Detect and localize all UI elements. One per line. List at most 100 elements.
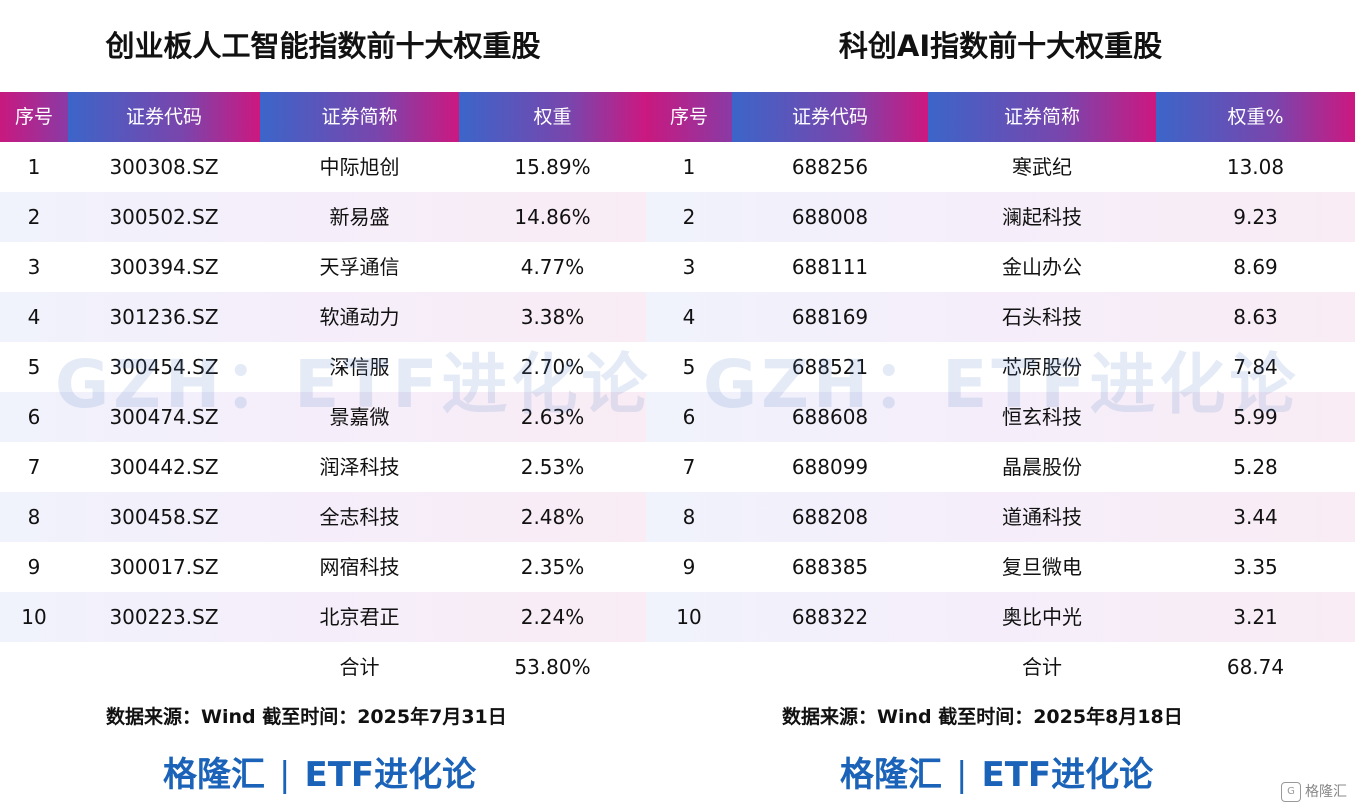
left-cell-index: 4 [27, 305, 41, 329]
right-table-title: 科创AI指数前十大权重股 [838, 29, 1163, 63]
left-cell-weight: 2.35% [520, 555, 585, 579]
right-cell-code: 688608 [791, 405, 869, 429]
left-table-title: 创业板人工智能指数前十大权重股 [105, 29, 541, 63]
right-cell-name: 晶晨股份 [1002, 455, 1082, 479]
right-cell-index: 1 [682, 155, 696, 179]
left-cell-index: 9 [27, 555, 41, 579]
right-cell-name: 奥比中光 [1002, 605, 1082, 629]
left-brand-name: 格隆汇 [163, 755, 265, 795]
left-cell-name: 新易盛 [329, 205, 390, 229]
left-cell-weight: 15.89% [514, 155, 591, 179]
left-table-row [0, 492, 646, 542]
right-cell-name: 石头科技 [1002, 305, 1082, 329]
left-cell-weight: 2.48% [520, 505, 585, 529]
left-brand-separator: | [279, 755, 291, 795]
right-cell-code: 688521 [791, 355, 869, 379]
left-table-row [0, 292, 646, 342]
left-brand: 格隆汇 | ETF进化论 [163, 752, 476, 798]
left-table-row [0, 192, 646, 242]
right-cell-code: 688385 [791, 555, 869, 579]
left-header-name: 证券简称 [260, 92, 459, 142]
left-total-label: 合计 [339, 655, 380, 679]
right-cell-weight: 8.69 [1233, 255, 1278, 279]
left-cell-weight: 2.63% [520, 405, 585, 429]
right-cell-code: 688099 [791, 455, 869, 479]
left-cell-code: 300394.SZ [109, 255, 219, 279]
right-header-index: 序号 [646, 92, 732, 142]
right-brand-separator: | [956, 755, 968, 795]
right-total-value: 68.74 [1226, 655, 1285, 679]
left-header-weight: 权重 [459, 92, 646, 142]
right-cell-index: 9 [682, 555, 696, 579]
right-brand-account: ETF进化论 [981, 755, 1154, 795]
gelonghui-logo-icon: G [1281, 782, 1301, 802]
left-cell-name: 软通动力 [319, 305, 400, 329]
right-header-weight: 权重% [1156, 92, 1355, 142]
left-cell-name: 全志科技 [319, 505, 400, 529]
right-cell-name: 芯原股份 [1002, 355, 1082, 379]
left-cell-code: 300442.SZ [109, 455, 219, 479]
right-cell-weight: 8.63 [1233, 305, 1278, 329]
right-cell-weight: 3.35 [1233, 555, 1278, 579]
right-cell-code: 688322 [791, 605, 869, 629]
left-brand-account: ETF进化论 [304, 755, 477, 795]
right-cell-weight: 3.44 [1233, 505, 1278, 529]
right-cell-name: 金山办公 [1002, 255, 1082, 279]
left-cell-weight: 2.70% [520, 355, 585, 379]
left-cell-code: 300454.SZ [109, 355, 219, 379]
right-cell-weight: 5.99 [1233, 405, 1278, 429]
right-cell-weight: 5.28 [1233, 455, 1278, 479]
left-cell-code: 300502.SZ [109, 205, 219, 229]
right-cell-index: 10 [676, 605, 702, 629]
left-header-code: 证券代码 [68, 92, 260, 142]
left-cell-index: 2 [27, 205, 41, 229]
left-cell-index: 7 [27, 455, 41, 479]
right-cell-name: 澜起科技 [1002, 205, 1082, 229]
left-cell-weight: 4.77% [520, 255, 585, 279]
right-table-row [646, 192, 1355, 242]
right-cell-code: 688256 [791, 155, 869, 179]
left-cell-name: 中际旭创 [319, 155, 400, 179]
left-cell-weight: 14.86% [514, 205, 591, 229]
left-cell-index: 8 [27, 505, 41, 529]
left-cell-weight: 3.38% [520, 305, 585, 329]
left-cell-name: 网宿科技 [319, 555, 400, 579]
right-cell-name: 复旦微电 [1002, 555, 1082, 579]
right-cell-index: 8 [682, 505, 696, 529]
left-cell-code: 301236.SZ [109, 305, 219, 329]
corner-watermark-text: 格隆汇 [1305, 784, 1347, 800]
right-table-row [646, 492, 1355, 542]
left-cell-index: 5 [27, 355, 41, 379]
left-total-value: 53.80% [514, 655, 591, 679]
left-source-note: 数据来源：Wind 截至时间：2025年7月31日 [106, 706, 507, 728]
right-header-name: 证券简称 [928, 92, 1156, 142]
left-cell-code: 300017.SZ [109, 555, 219, 579]
right-cell-index: 5 [682, 355, 696, 379]
right-header-code: 证券代码 [732, 92, 928, 142]
right-cell-code: 688208 [791, 505, 869, 529]
left-cell-index: 1 [27, 155, 41, 179]
right-cell-code: 688008 [791, 205, 869, 229]
right-cell-weight: 7.84 [1233, 355, 1278, 379]
left-cell-code: 300308.SZ [109, 155, 219, 179]
right-cell-index: 7 [682, 455, 696, 479]
left-cell-name: 润泽科技 [319, 455, 400, 479]
corner-watermark: G 格隆汇 [1281, 781, 1347, 803]
right-cell-name: 寒武纪 [1012, 155, 1072, 179]
left-cell-index: 3 [27, 255, 41, 279]
left-cell-name: 深信服 [329, 355, 390, 379]
right-cell-code: 688169 [791, 305, 869, 329]
right-table-row [646, 392, 1355, 442]
left-cell-code: 300223.SZ [109, 605, 219, 629]
right-cell-weight: 13.08 [1226, 155, 1285, 179]
left-table-row [0, 592, 646, 642]
right-total-label: 合计 [1022, 655, 1062, 679]
left-cell-name: 景嘉微 [329, 405, 390, 429]
right-cell-weight: 9.23 [1233, 205, 1278, 229]
right-cell-name: 恒玄科技 [1002, 405, 1082, 429]
left-cell-weight: 2.53% [520, 455, 585, 479]
right-cell-weight: 3.21 [1233, 605, 1278, 629]
left-cell-weight: 2.24% [520, 605, 585, 629]
right-source-note: 数据来源：Wind 截至时间：2025年8月18日 [782, 706, 1183, 728]
right-cell-index: 6 [682, 405, 696, 429]
